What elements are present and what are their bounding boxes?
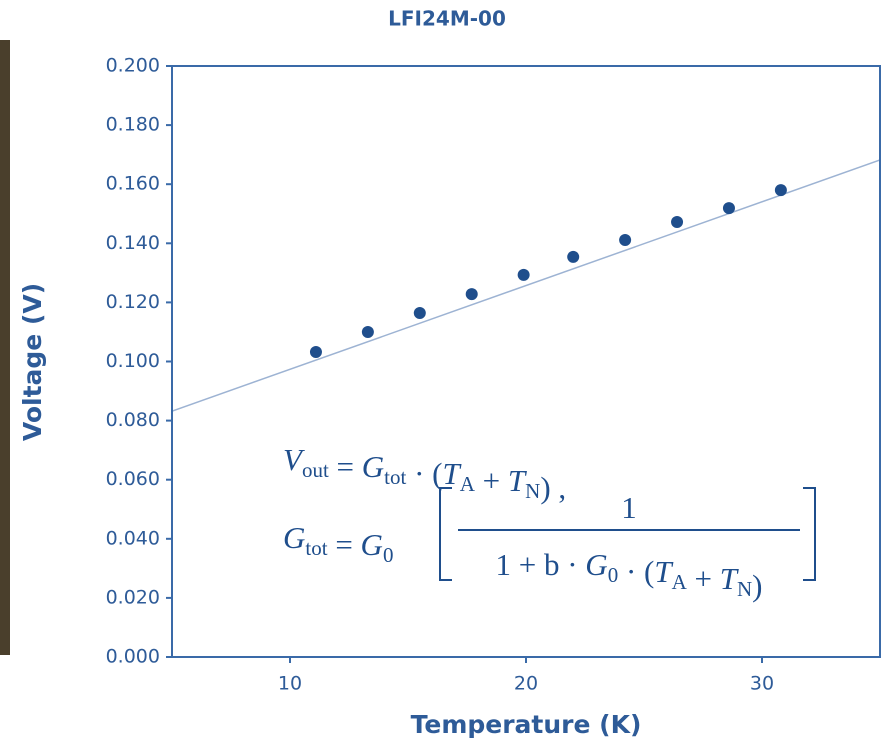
formula-text: T [654, 554, 674, 589]
data-point [619, 234, 632, 247]
formula-subscript: tot [305, 536, 327, 560]
formula-text: ) [752, 568, 762, 603]
y-tick-label: 0.040 [106, 527, 160, 549]
fit-line [172, 159, 880, 412]
formula-subscript: out [302, 458, 329, 482]
formula-text: G [585, 547, 607, 582]
y-tick-label: 0.120 [106, 291, 160, 313]
x-axis-label: Temperature (K) [411, 710, 642, 739]
formula-text: T [442, 456, 462, 491]
formula-subscript: A [460, 472, 476, 496]
formula-text: ) , [540, 470, 566, 505]
formula-text: G [283, 520, 305, 555]
formula-subscript: N [737, 577, 752, 601]
formula-text: V [283, 442, 305, 477]
formula-text: + [475, 463, 508, 498]
formula-text: 1 + b · [495, 547, 585, 582]
formula-text: + [687, 561, 720, 596]
y-tick-label: 0.180 [106, 114, 160, 136]
y-tick-label: 0.100 [106, 350, 160, 372]
formula-subscript: 0 [608, 563, 619, 587]
formula-text: · ( [618, 554, 654, 589]
data-point [774, 184, 787, 197]
x-tick-label: 30 [750, 673, 774, 695]
formula-subscript: tot [384, 465, 406, 489]
formula-text: · ( [406, 456, 442, 491]
data-point [361, 325, 374, 338]
formula-text: = [329, 449, 362, 484]
data-point [567, 250, 580, 263]
y-tick-label: 0.020 [106, 586, 160, 608]
formula-bracket [439, 487, 816, 581]
data-point [413, 307, 426, 320]
formula-text: 1 [621, 490, 637, 525]
formula-subscript: 0 [383, 543, 394, 567]
data-point [309, 346, 322, 359]
formula-subscript: N [525, 479, 540, 503]
formula-subscript: A [672, 570, 688, 594]
data-point [722, 202, 735, 215]
formula-text: = [328, 527, 361, 562]
y-tick-label: 0.000 [106, 646, 160, 668]
chart-title: LFI24M-00 [388, 7, 506, 31]
data-point [465, 288, 478, 301]
y-tick-label: 0.060 [106, 468, 160, 490]
data-point [517, 268, 530, 281]
background-photo-edge [0, 40, 10, 655]
formula-text: T [720, 561, 740, 596]
formula-line2: Gtot = G0 [283, 520, 393, 567]
formula-denominator: 1 + b · G0 · (TA + TN) [495, 547, 762, 603]
formula-line1: Vout = Gtot · (TA + TN) , [283, 442, 566, 505]
y-tick-label: 0.080 [106, 409, 160, 431]
formula-text: G [362, 449, 384, 484]
x-tick-label: 10 [278, 673, 302, 695]
data-point [671, 216, 684, 229]
y-tick-label: 0.160 [106, 173, 160, 195]
plot-frame [171, 65, 881, 658]
formula-numerator: 1 [621, 490, 637, 525]
y-axis-label: Voltage (V) [18, 283, 47, 441]
formula-text: T [508, 463, 528, 498]
formula-text: G [361, 527, 383, 562]
x-tick-label: 20 [514, 673, 538, 695]
y-tick-label: 0.200 [106, 55, 160, 77]
y-tick-label: 0.140 [106, 232, 160, 254]
